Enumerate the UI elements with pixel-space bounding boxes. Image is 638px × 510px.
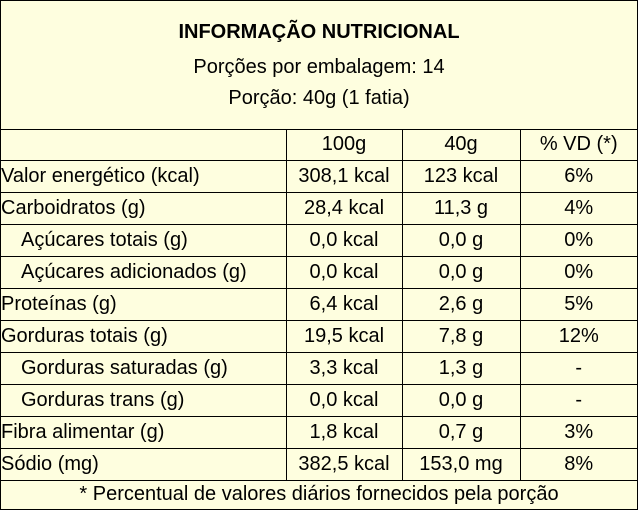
nutrient-name: Proteínas (g) (1, 288, 287, 321)
table-row: Proteínas (g) 6,4 kcal 2,6 g 5% (1, 288, 637, 321)
table-row: Açúcares adicionados (g) 0,0 kcal 0,0 g … (1, 256, 637, 289)
table-row: Fibra alimentar (g) 1,8 kcal 0,7 g 3% (1, 416, 637, 449)
value-100g: 308,1 kcal (286, 160, 403, 193)
value-vd: 0% (520, 256, 637, 289)
column-header-nutrient (1, 129, 287, 161)
table-row: Gorduras totais (g) 19,5 kcal 7,8 g 12% (1, 320, 637, 353)
value-40g: 0,0 g (402, 384, 521, 417)
nutrient-name: Gorduras saturadas (g) (1, 352, 287, 385)
nutrient-name: Açúcares adicionados (g) (1, 256, 287, 289)
value-100g: 382,5 kcal (286, 448, 403, 481)
value-100g: 0,0 kcal (286, 256, 403, 289)
value-vd: - (520, 384, 637, 417)
servings-per-package: Porções por embalagem: 14 (193, 56, 445, 78)
value-100g: 28,4 kcal (286, 192, 403, 225)
value-100g: 1,8 kcal (286, 416, 403, 449)
value-40g: 0,7 g (402, 416, 521, 449)
value-vd: - (520, 352, 637, 385)
nutrient-name: Fibra alimentar (g) (1, 416, 287, 449)
value-100g: 6,4 kcal (286, 288, 403, 321)
table-row: Sódio (mg) 382,5 kcal 153,0 mg 8% (1, 448, 637, 481)
nutrient-name: Valor energético (kcal) (1, 160, 287, 193)
value-40g: 1,3 g (402, 352, 521, 385)
value-100g: 0,0 kcal (286, 224, 403, 257)
value-40g: 123 kcal (402, 160, 521, 193)
nutrient-name: Gorduras trans (g) (1, 384, 287, 417)
label-title: INFORMAÇÃO NUTRICIONAL (178, 21, 460, 43)
value-100g: 19,5 kcal (286, 320, 403, 353)
table-header-row: 100g 40g % VD (*) (1, 129, 637, 161)
value-vd: 3% (520, 416, 637, 449)
nutrition-table: 100g 40g % VD (*) Valor energético (kcal… (1, 129, 637, 481)
footnote: * Percentual de valores diários fornecid… (79, 483, 559, 505)
nutrient-name: Sódio (mg) (1, 448, 287, 481)
value-vd: 5% (520, 288, 637, 321)
value-40g: 0,0 g (402, 224, 521, 257)
value-vd: 6% (520, 160, 637, 193)
table-row: Gorduras trans (g) 0,0 kcal 0,0 g - (1, 384, 637, 417)
value-100g: 0,0 kcal (286, 384, 403, 417)
value-40g: 2,6 g (402, 288, 521, 321)
serving-size: Porção: 40g (1 fatia) (228, 87, 410, 109)
value-100g: 3,3 kcal (286, 352, 403, 385)
nutrient-name: Carboidratos (g) (1, 192, 287, 225)
nutrient-name: Gorduras totais (g) (1, 320, 287, 353)
nutrient-name: Açúcares totais (g) (1, 224, 287, 257)
column-header-100g: 100g (286, 129, 403, 161)
table-row: Açúcares totais (g) 0,0 kcal 0,0 g 0% (1, 224, 637, 257)
label-header: INFORMAÇÃO NUTRICIONAL Porções por embal… (1, 1, 637, 130)
value-vd: 12% (520, 320, 637, 353)
column-header-vd: % VD (*) (520, 129, 637, 161)
value-40g: 153,0 mg (402, 448, 521, 481)
value-vd: 8% (520, 448, 637, 481)
value-40g: 11,3 g (402, 192, 521, 225)
table-row: Carboidratos (g) 28,4 kcal 11,3 g 4% (1, 192, 637, 225)
value-40g: 7,8 g (402, 320, 521, 353)
value-vd: 4% (520, 192, 637, 225)
table-row: Gorduras saturadas (g) 3,3 kcal 1,3 g - (1, 352, 637, 385)
column-header-40g: 40g (402, 129, 521, 161)
value-40g: 0,0 g (402, 256, 521, 289)
value-vd: 0% (520, 224, 637, 257)
table-row: Valor energético (kcal) 308,1 kcal 123 k… (1, 160, 637, 193)
